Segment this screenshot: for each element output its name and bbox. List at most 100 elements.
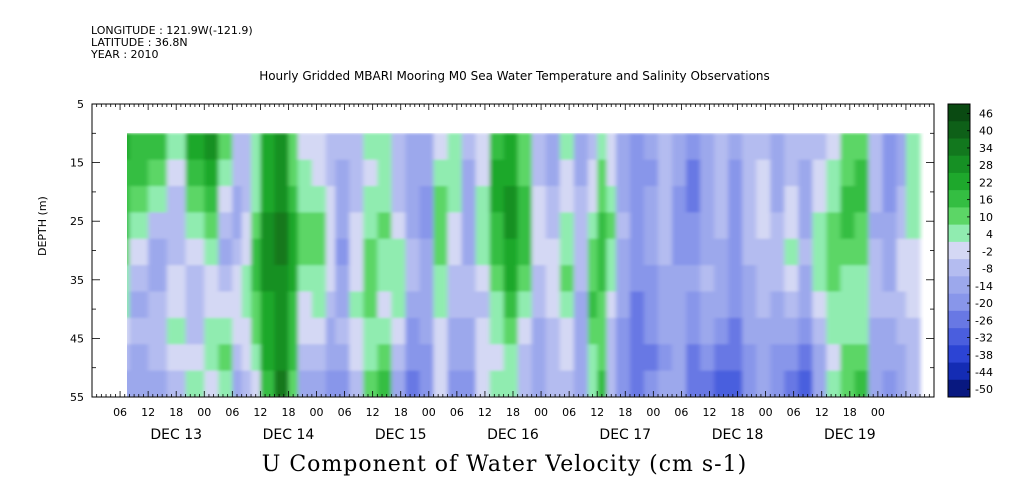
heatmap-cell	[297, 344, 313, 372]
heatmap-cell	[447, 344, 463, 372]
heatmap-cell	[868, 370, 884, 397]
heatmap-cell	[531, 344, 547, 372]
heatmap-cell	[826, 291, 842, 319]
heatmap-cell	[204, 238, 219, 266]
colorbar-swatch	[948, 224, 970, 243]
heatmap-cell	[905, 370, 921, 397]
heatmap-cell	[826, 370, 842, 397]
heatmap-cell	[232, 133, 243, 161]
heatmap-cell	[166, 133, 187, 161]
heatmap-cell	[700, 344, 715, 372]
heatmap-cell	[129, 133, 149, 161]
heatmap-cell	[377, 370, 392, 397]
heatmap-cell	[643, 370, 659, 397]
heatmap-cell	[335, 291, 350, 319]
heatmap-cell	[489, 317, 505, 345]
heatmap-cell	[260, 159, 276, 187]
x-tick-label: 18	[169, 406, 183, 419]
heatmap-cell	[503, 317, 519, 345]
year-label: YEAR : 2010	[91, 48, 159, 61]
colorbar-label: -20	[975, 297, 993, 310]
heatmap-cell	[475, 265, 491, 293]
heatmap-cell	[840, 291, 856, 319]
heatmap-cell	[826, 133, 842, 161]
heatmap-cell	[784, 317, 799, 345]
heatmap-cell	[756, 265, 771, 293]
heatmap-cell	[204, 317, 219, 345]
heatmap-cell	[260, 344, 276, 372]
heatmap-cell	[349, 317, 364, 345]
heatmap-cell	[461, 186, 477, 214]
heatmap-cell	[218, 159, 233, 187]
heatmap-cell	[826, 344, 842, 372]
heatmap-cell	[166, 344, 187, 372]
heatmap-cell	[251, 265, 261, 293]
heatmap-cell	[148, 265, 168, 293]
heatmap-cells	[127, 133, 921, 397]
heatmap-cell	[531, 370, 547, 397]
heatmap-cell	[905, 212, 921, 240]
heatmap-cell	[742, 344, 757, 372]
heatmap-cell	[854, 212, 870, 240]
colorbar-label: 40	[979, 125, 993, 138]
x-day-label: DEC 14	[263, 427, 315, 443]
heatmap-cell	[148, 317, 168, 345]
y-tick-label: 55	[70, 391, 84, 404]
heatmap-cell	[784, 291, 799, 319]
heatmap-cell	[419, 212, 435, 240]
heatmap-cell	[784, 265, 799, 293]
heatmap-cell	[419, 370, 435, 397]
colorbar-swatch	[948, 259, 970, 277]
heatmap-cell	[335, 212, 350, 240]
heatmap-cell	[728, 317, 743, 345]
heatmap-cell	[882, 370, 898, 397]
heatmap-cell	[756, 186, 771, 214]
heatmap-cell	[241, 133, 252, 161]
heatmap-cell	[531, 238, 547, 266]
heatmap-cell	[587, 133, 598, 161]
heatmap-cell	[728, 265, 743, 293]
heatmap-cell	[798, 133, 813, 161]
colorbar-label: 22	[979, 176, 993, 189]
heatmap-cell	[349, 159, 364, 187]
heatmap-cell	[559, 265, 575, 293]
heatmap-cell	[405, 344, 421, 372]
heatmap-cell	[896, 317, 907, 345]
heatmap-cell	[185, 344, 205, 372]
heatmap-cell	[882, 317, 898, 345]
heatmap-cell	[335, 238, 350, 266]
x-day-label: DEC 17	[599, 427, 651, 443]
heatmap-cell	[363, 291, 378, 319]
heatmap-cell	[363, 238, 378, 266]
heatmap-cell	[274, 186, 290, 214]
heatmap-cell	[447, 133, 463, 161]
heatmap-cell	[461, 159, 477, 187]
heatmap-cell	[204, 186, 219, 214]
heatmap-cell	[559, 291, 575, 319]
heatmap-cell	[377, 133, 392, 161]
colorbar-label: 34	[979, 142, 993, 155]
heatmap-cell	[798, 238, 813, 266]
heatmap-cell	[905, 291, 921, 319]
heatmap-cell	[686, 133, 701, 161]
x-tick-label: 00	[646, 406, 660, 419]
heatmap-cell	[615, 344, 631, 372]
heatmap-cell	[798, 370, 813, 397]
heatmap-cell	[531, 133, 547, 161]
heatmap-cell	[798, 212, 813, 240]
heatmap-cell	[260, 212, 276, 240]
heatmap-cell	[672, 212, 687, 240]
heatmap-cell	[629, 238, 645, 266]
heatmap-cell	[905, 265, 921, 293]
heatmap-cell	[185, 265, 205, 293]
heatmap-cell	[597, 159, 608, 187]
heatmap-cell	[896, 186, 907, 214]
heatmap-cell	[241, 370, 252, 397]
heatmap-cell	[629, 159, 645, 187]
heatmap-cell	[840, 212, 856, 240]
x-tick-label: 00	[197, 406, 211, 419]
x-tick-label: 12	[253, 406, 267, 419]
heatmap-cell	[854, 238, 870, 266]
heatmap-cell	[475, 159, 491, 187]
